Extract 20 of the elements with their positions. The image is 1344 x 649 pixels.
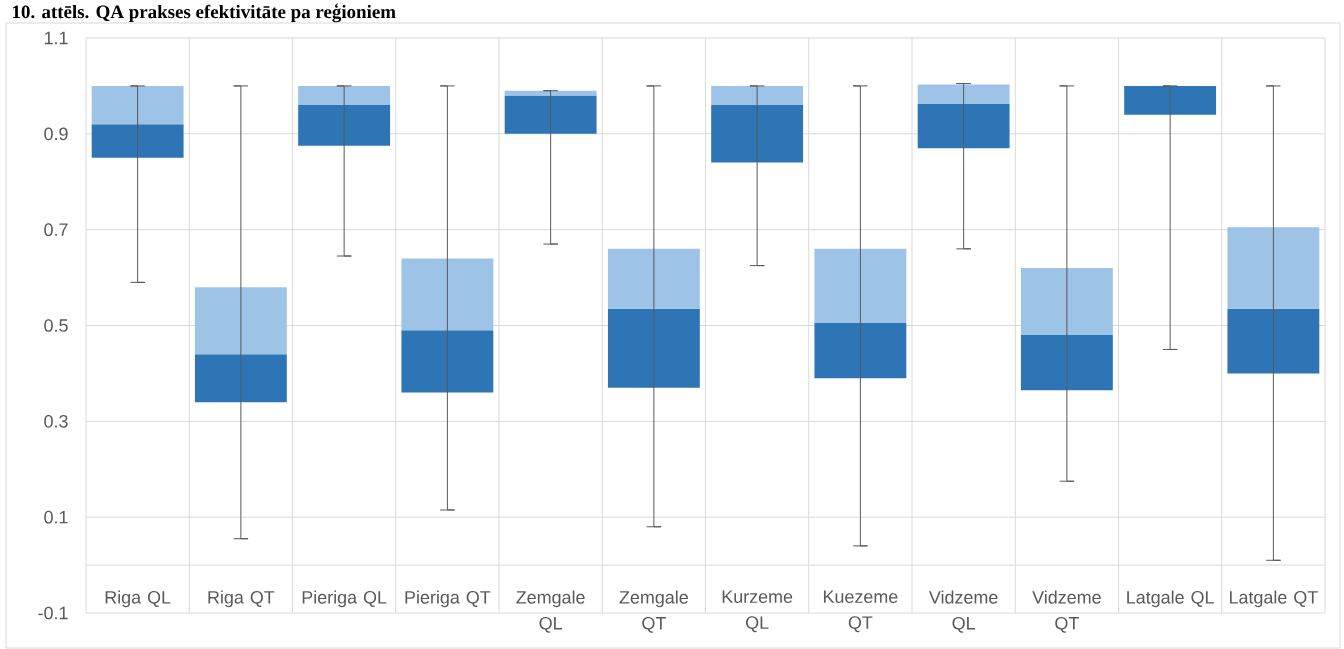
- x-tick-label: Latgale QT: [1229, 590, 1318, 608]
- x-tick-label: Zemgale QL: [516, 590, 585, 633]
- x-tick-label: Latgale QL: [1127, 590, 1214, 608]
- x-tick-label: Vidzeme QL: [928, 590, 998, 633]
- x-tick-label: Pieriga QT: [405, 590, 491, 608]
- y-tick-label: 0.7: [44, 223, 68, 237]
- x-tick-label: Pieriga QL: [302, 590, 387, 608]
- x-tick-label: Riga QL: [105, 590, 171, 608]
- y-tick-label: 0.1: [44, 510, 68, 524]
- chart-title: 10. attēls. QA prakses efektivitāte pa reģioniem: [13, 3, 396, 23]
- y-tick-label: 0.3: [44, 414, 68, 428]
- y-tick-label: 0.9: [44, 127, 68, 141]
- x-tick-label: Kuezeme QT: [823, 590, 898, 633]
- x-tick-label: Riga QT: [208, 590, 275, 608]
- y-tick-label: 0.5: [44, 319, 68, 332]
- x-tick-label: Zemgale QT: [619, 590, 688, 633]
- x-tick-label: Kurzeme QL: [722, 590, 793, 633]
- y-tick-label: -0.1: [38, 606, 68, 620]
- x-tick-label: Vidzeme QT: [1032, 590, 1101, 633]
- y-tick-label: 1.1: [44, 31, 68, 45]
